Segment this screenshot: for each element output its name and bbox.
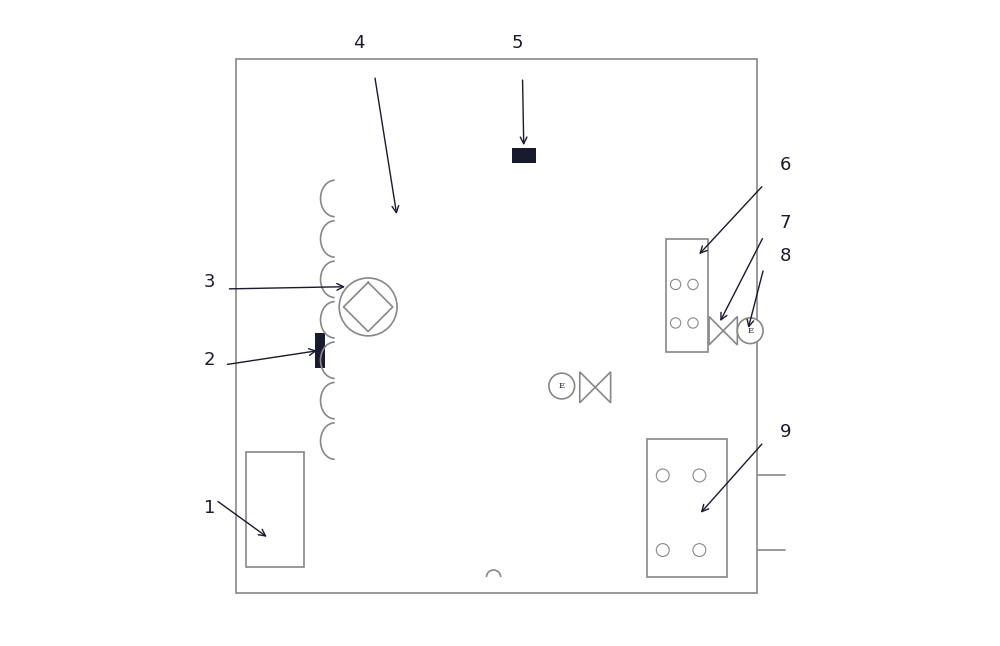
Circle shape	[656, 544, 669, 556]
Polygon shape	[709, 317, 723, 345]
Bar	[647, 439, 727, 577]
Bar	[315, 333, 325, 368]
Text: E: E	[559, 382, 565, 390]
Text: 3: 3	[204, 273, 216, 291]
Bar	[236, 59, 757, 593]
Text: 7: 7	[780, 214, 791, 232]
Circle shape	[693, 469, 706, 482]
Circle shape	[670, 279, 681, 289]
Polygon shape	[595, 372, 611, 402]
Text: 8: 8	[780, 247, 791, 266]
Circle shape	[688, 279, 698, 289]
Text: 5: 5	[512, 34, 523, 52]
Text: 2: 2	[204, 351, 216, 369]
Bar	[246, 452, 304, 567]
Text: 6: 6	[780, 156, 791, 174]
Text: E: E	[747, 327, 753, 335]
Polygon shape	[580, 372, 595, 402]
Text: 1: 1	[204, 499, 215, 517]
Circle shape	[339, 278, 397, 336]
Bar	[512, 148, 536, 163]
Circle shape	[670, 318, 681, 328]
Text: 9: 9	[780, 424, 791, 441]
Bar	[666, 240, 708, 352]
Circle shape	[549, 373, 575, 399]
Circle shape	[688, 318, 698, 328]
Circle shape	[737, 318, 763, 344]
Polygon shape	[723, 317, 737, 345]
Circle shape	[656, 469, 669, 482]
Circle shape	[693, 544, 706, 556]
Text: 4: 4	[353, 34, 365, 52]
